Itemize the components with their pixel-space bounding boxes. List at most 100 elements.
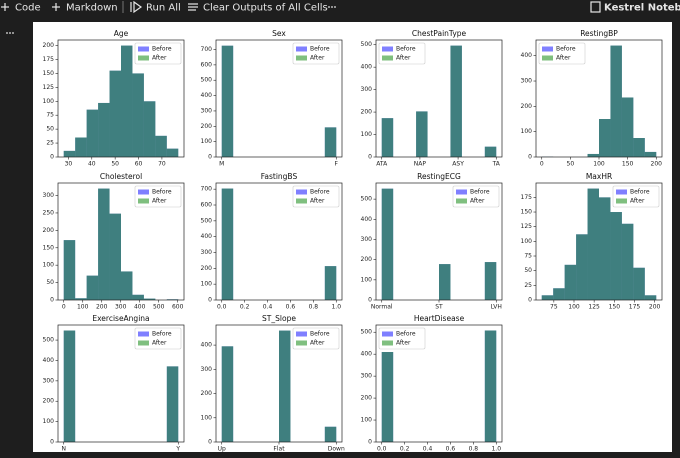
legend-swatch bbox=[138, 331, 149, 337]
bar bbox=[75, 137, 87, 157]
chart-title: RestingECG bbox=[417, 172, 461, 181]
x-tick-label: 30 bbox=[65, 161, 73, 168]
dot bbox=[9, 32, 11, 34]
bar bbox=[166, 148, 179, 157]
y-tick-label: 200 bbox=[201, 265, 213, 272]
x-tick-label: 60 bbox=[135, 161, 143, 168]
bar bbox=[587, 188, 599, 300]
legend-swatch bbox=[382, 55, 393, 61]
bar bbox=[221, 346, 234, 442]
more-icon[interactable] bbox=[6, 6, 336, 34]
legend-label: After bbox=[630, 198, 645, 205]
y-tick-label: 500 bbox=[361, 329, 373, 336]
x-tick-label: 0.0 bbox=[377, 446, 387, 453]
bar bbox=[439, 264, 451, 300]
y-tick-label: 400 bbox=[361, 351, 373, 358]
code-button[interactable]: Code bbox=[15, 3, 41, 14]
y-tick-label: 125 bbox=[43, 84, 55, 91]
run-all-button[interactable]: Run All bbox=[146, 3, 181, 14]
y-tick-label: 400 bbox=[201, 233, 213, 240]
legend-swatch bbox=[296, 55, 307, 61]
bar bbox=[279, 330, 291, 442]
y-tick-label: 100 bbox=[201, 414, 213, 421]
y-tick-label: 400 bbox=[521, 52, 533, 59]
legend-swatch bbox=[616, 189, 627, 195]
y-tick-label: 100 bbox=[361, 417, 373, 424]
bar bbox=[155, 135, 167, 157]
y-tick-label: 75 bbox=[46, 112, 54, 119]
y-tick-label: 600 bbox=[201, 202, 213, 209]
x-tick-label: 1.0 bbox=[491, 446, 501, 453]
y-tick-label: 500 bbox=[201, 77, 213, 84]
bar bbox=[416, 111, 428, 157]
axes-frame bbox=[57, 39, 185, 158]
y-tick-label: 200 bbox=[43, 42, 55, 49]
bar bbox=[166, 366, 179, 442]
bar bbox=[587, 153, 599, 157]
x-tick-label: ASY bbox=[452, 161, 464, 168]
legend-label: After bbox=[310, 198, 325, 205]
legend-label: Before bbox=[630, 189, 650, 196]
x-tick-label: LVH bbox=[491, 304, 502, 311]
x-tick-label: 200 bbox=[649, 304, 661, 311]
y-tick-label: 400 bbox=[43, 357, 55, 364]
legend-label: After bbox=[556, 55, 571, 62]
legend-label: Before bbox=[396, 331, 416, 338]
x-tick-label: 0.4 bbox=[423, 446, 433, 453]
chart-title: RestingBP bbox=[580, 29, 618, 38]
kernel-name[interactable]: Kestrel Notebook bbox=[604, 3, 680, 14]
y-tick-label: 125 bbox=[521, 223, 533, 230]
legend-label: After bbox=[396, 55, 411, 62]
legend-swatch bbox=[542, 55, 553, 61]
legend-label: After bbox=[470, 198, 485, 205]
x-tick-label: 70 bbox=[158, 161, 166, 168]
x-tick-label: Down bbox=[328, 446, 345, 453]
chart-title: Age bbox=[114, 29, 129, 38]
bar bbox=[599, 119, 611, 157]
legend-swatch bbox=[296, 340, 307, 346]
x-tick-label: TA bbox=[492, 161, 501, 168]
chart-title: FastingBS bbox=[261, 172, 298, 181]
y-tick-label: 100 bbox=[201, 281, 213, 288]
x-tick-label: Y bbox=[175, 446, 180, 453]
legend-label: Before bbox=[396, 46, 416, 53]
chart-title: ExerciseAngina bbox=[92, 314, 149, 323]
legend-label: Before bbox=[310, 46, 330, 53]
axes-frame bbox=[215, 39, 343, 158]
x-tick-label: 75 bbox=[550, 304, 558, 311]
y-tick-label: 0 bbox=[208, 439, 212, 446]
x-tick-label: 150 bbox=[609, 304, 621, 311]
y-tick-label: 0 bbox=[50, 154, 54, 161]
x-tick-label: 150 bbox=[622, 161, 634, 168]
x-tick-label: 300 bbox=[115, 304, 127, 311]
y-tick-label: 300 bbox=[361, 86, 373, 93]
y-tick-label: 500 bbox=[361, 196, 373, 203]
bar bbox=[121, 271, 133, 300]
y-tick-label: 200 bbox=[361, 109, 373, 116]
y-tick-label: 175 bbox=[43, 56, 55, 63]
chart-title: HeartDisease bbox=[414, 314, 465, 323]
markdown-button[interactable]: Markdown bbox=[66, 3, 118, 14]
bar bbox=[143, 298, 156, 300]
legend-swatch bbox=[138, 340, 149, 346]
y-tick-label: 75 bbox=[524, 253, 532, 260]
x-tick-label: 125 bbox=[588, 304, 600, 311]
x-tick-label: 0.0 bbox=[217, 304, 227, 311]
legend-label: Before bbox=[152, 331, 172, 338]
run-icon bbox=[133, 0, 143, 14]
bar bbox=[553, 288, 565, 300]
y-tick-label: 100 bbox=[201, 138, 213, 145]
y-tick-label: 400 bbox=[361, 64, 373, 71]
bar bbox=[98, 102, 110, 157]
bar bbox=[98, 188, 110, 300]
axes-frame bbox=[57, 324, 185, 443]
chart-title: MaxHR bbox=[586, 172, 612, 181]
chart-title: Sex bbox=[272, 29, 286, 38]
clear-outputs-button[interactable]: Clear Outputs of All Cells bbox=[203, 3, 328, 14]
x-tick-label: 0.4 bbox=[263, 304, 273, 311]
legend-label: After bbox=[152, 55, 167, 62]
y-tick-label: 0 bbox=[208, 297, 212, 304]
y-tick-label: 150 bbox=[43, 244, 55, 251]
y-tick-label: 400 bbox=[201, 342, 213, 349]
